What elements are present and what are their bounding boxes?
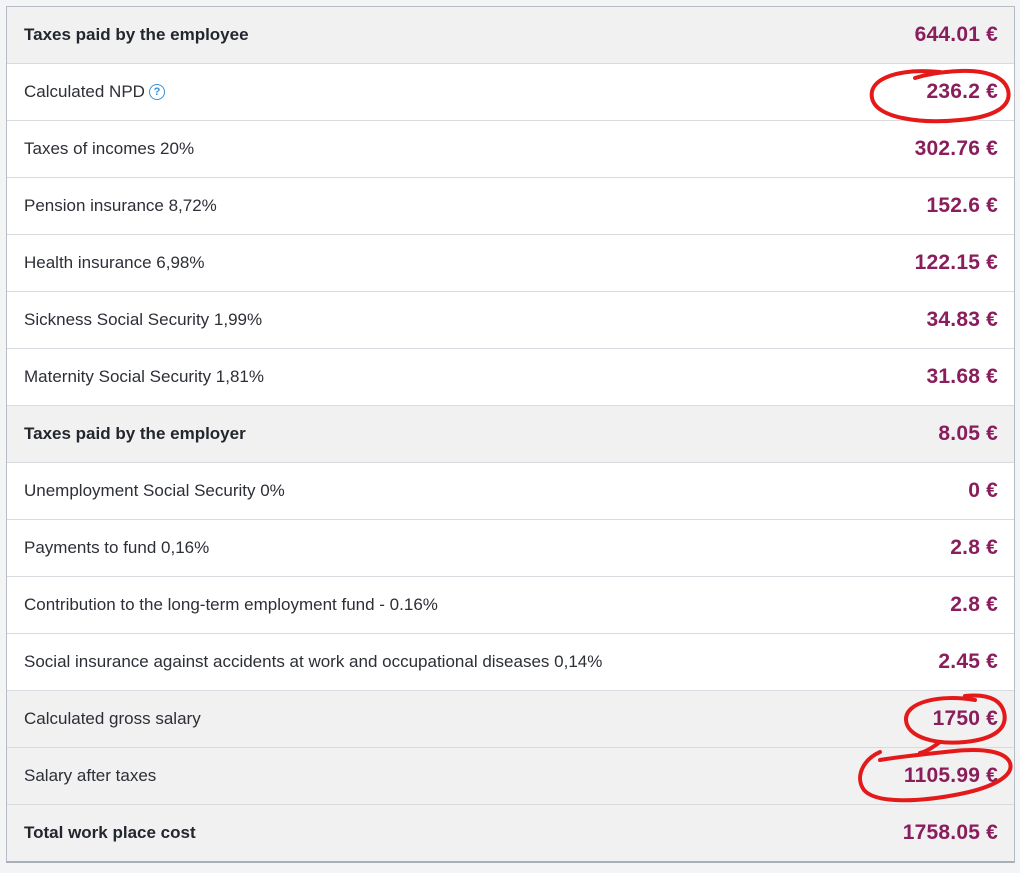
row-value: 8.05 € bbox=[938, 422, 998, 445]
row-label: Calculated gross salary bbox=[24, 709, 201, 728]
row-value: 0 € bbox=[968, 479, 998, 502]
row-value: 1758.05 € bbox=[902, 821, 998, 844]
row-payments-fund: Payments to fund 0,16% 2.8 € bbox=[7, 520, 1014, 577]
row-label-container: Calculated NPD ? bbox=[7, 82, 165, 102]
row-value: 236.2 € bbox=[926, 80, 998, 103]
row-health-insurance: Health insurance 6,98% 122.15 € bbox=[7, 235, 1014, 292]
row-value: 2.45 € bbox=[938, 650, 998, 673]
row-taxes-employer: Taxes paid by the employer 8.05 € bbox=[7, 406, 1014, 463]
row-value: 122.15 € bbox=[914, 251, 998, 274]
row-value: 2.8 € bbox=[950, 536, 998, 559]
row-long-term-fund: Contribution to the long-term employment… bbox=[7, 577, 1014, 634]
row-salary-after-taxes: Salary after taxes 1105.99 € bbox=[7, 748, 1014, 805]
question-circle-icon[interactable]: ? bbox=[148, 84, 165, 100]
row-maternity-security: Maternity Social Security 1,81% 31.68 € bbox=[7, 349, 1014, 406]
row-label: Taxes paid by the employer bbox=[24, 424, 246, 443]
row-pension-insurance: Pension insurance 8,72% 152.6 € bbox=[7, 178, 1014, 235]
row-label: Calculated NPD bbox=[24, 82, 145, 101]
row-label: Payments to fund 0,16% bbox=[24, 538, 210, 557]
row-unemployment-security: Unemployment Social Security 0% 0 € bbox=[7, 463, 1014, 520]
row-taxes-employee: Taxes paid by the employee 644.01 € bbox=[7, 7, 1014, 64]
row-label: Social insurance against accidents at wo… bbox=[24, 652, 603, 671]
row-label: Salary after taxes bbox=[24, 766, 157, 785]
row-gross-salary: Calculated gross salary 1750 € bbox=[7, 691, 1014, 748]
row-label: Contribution to the long-term employment… bbox=[24, 595, 438, 614]
row-value: 31.68 € bbox=[926, 365, 998, 388]
tax-breakdown-table: Taxes paid by the employee 644.01 € Calc… bbox=[6, 6, 1015, 863]
row-label: Taxes paid by the employee bbox=[24, 25, 249, 44]
row-sickness-security: Sickness Social Security 1,99% 34.83 € bbox=[7, 292, 1014, 349]
row-label: Taxes of incomes 20% bbox=[24, 139, 195, 158]
row-value: 1105.99 € bbox=[903, 764, 998, 787]
row-value: 1750 € bbox=[932, 707, 998, 730]
row-value: 302.76 € bbox=[914, 137, 998, 160]
row-label: Maternity Social Security 1,81% bbox=[24, 367, 264, 386]
row-value: 644.01 € bbox=[914, 23, 998, 46]
row-value: 152.6 € bbox=[926, 194, 998, 217]
row-label: Sickness Social Security 1,99% bbox=[24, 310, 263, 329]
row-label: Unemployment Social Security 0% bbox=[24, 481, 285, 500]
row-value: 2.8 € bbox=[950, 593, 998, 616]
row-label: Health insurance 6,98% bbox=[24, 253, 205, 272]
row-accident-insurance: Social insurance against accidents at wo… bbox=[7, 634, 1014, 691]
row-label: Total work place cost bbox=[24, 823, 196, 842]
row-value: 34.83 € bbox=[926, 308, 998, 331]
row-total-cost: Total work place cost 1758.05 € bbox=[7, 805, 1014, 861]
row-label: Pension insurance 8,72% bbox=[24, 196, 217, 215]
row-income-tax: Taxes of incomes 20% 302.76 € bbox=[7, 121, 1014, 178]
row-calculated-npd: Calculated NPD ? 236.2 € bbox=[7, 64, 1014, 121]
